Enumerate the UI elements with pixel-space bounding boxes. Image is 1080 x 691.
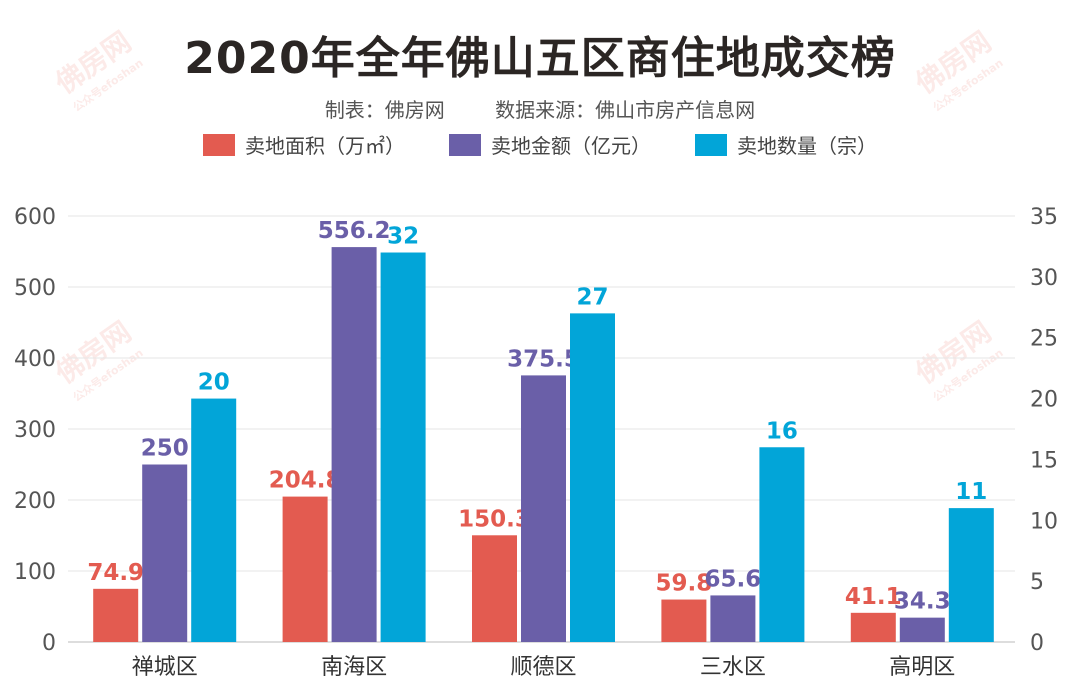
legend-item-amount: 卖地金额（亿元）: [449, 130, 651, 159]
legend-label: 卖地金额（亿元）: [491, 134, 651, 158]
right-tick-label: 10: [1030, 509, 1058, 534]
bar-1: [142, 464, 188, 642]
legend-item-area: 卖地面积（万㎡）: [203, 130, 405, 159]
left-tick-label: 200: [14, 489, 56, 514]
bar-1: [331, 247, 377, 642]
legend-swatch: [203, 133, 235, 156]
category-label: 顺德区: [510, 655, 576, 680]
bar-2: [759, 447, 805, 642]
category-label: 三水区: [700, 655, 766, 680]
bar-2: [380, 252, 426, 642]
data-label: 74.9: [87, 560, 144, 586]
data-label: 250: [141, 436, 189, 462]
data-label: 11: [955, 479, 987, 505]
data-label: 27: [576, 284, 608, 310]
left-tick-label: 0: [42, 631, 56, 656]
bar-0: [850, 612, 896, 642]
maker-credit: 制表：佛房网: [324, 98, 445, 122]
left-tick-label: 300: [14, 418, 56, 443]
chart-subtitle: 制表：佛房网 数据来源：佛山市房产信息网: [0, 94, 1080, 123]
legend-item-count: 卖地数量（宗）: [695, 130, 877, 159]
data-label: 20: [198, 370, 230, 396]
data-label: 16: [766, 418, 798, 444]
data-label: 65.6: [705, 566, 762, 592]
right-tick-label: 25: [1030, 327, 1058, 352]
data-label: 556.2: [318, 218, 391, 244]
data-label: 34.3: [894, 589, 951, 615]
legend-label: 卖地面积（万㎡）: [245, 134, 405, 158]
legend-swatch: [695, 133, 727, 156]
legend-label: 卖地数量（宗）: [737, 134, 877, 158]
bar-2: [570, 313, 615, 642]
bar-2: [948, 508, 994, 642]
bar-2: [191, 398, 237, 642]
bar-0: [472, 535, 517, 642]
right-tick-label: 5: [1030, 570, 1044, 595]
left-tick-label: 400: [14, 347, 56, 372]
right-tick-label: 30: [1030, 266, 1058, 291]
right-tick-label: 35: [1030, 205, 1058, 230]
right-tick-label: 20: [1030, 388, 1058, 413]
left-tick-label: 600: [14, 205, 56, 230]
bar-1: [521, 375, 566, 642]
data-label: 59.8: [656, 571, 713, 597]
bar-0: [93, 588, 139, 642]
bar-0: [282, 496, 328, 642]
data-source: 数据来源：佛山市房产信息网: [495, 98, 756, 122]
category-label: 高明区: [889, 655, 955, 680]
category-label: 禅城区: [132, 655, 198, 680]
bar-0: [661, 599, 707, 642]
data-label: 375.5: [507, 346, 580, 372]
bar-1: [899, 617, 945, 642]
bar-1: [710, 595, 756, 642]
category-label: 南海区: [321, 655, 387, 680]
data-label: 150.3: [458, 506, 531, 532]
right-tick-label: 0: [1030, 631, 1044, 656]
chart-title: 2020年全年佛山五区商住地成交榜: [184, 33, 896, 84]
left-tick-label: 500: [14, 276, 56, 301]
legend-swatch: [449, 133, 481, 156]
left-tick-label: 100: [14, 560, 56, 585]
right-tick-label: 15: [1030, 448, 1058, 473]
data-label: 41.1: [845, 584, 902, 610]
legend: 卖地面积（万㎡） 卖地金额（亿元） 卖地数量（宗）: [0, 130, 1080, 159]
data-label: 32: [387, 224, 419, 250]
data-label: 204.8: [269, 468, 342, 494]
